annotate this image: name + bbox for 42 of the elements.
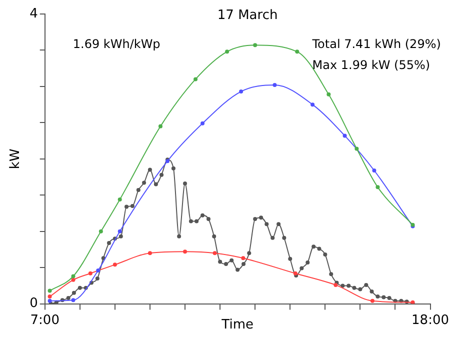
point xyxy=(372,168,376,172)
x-tick-label: 18:00 xyxy=(412,312,449,328)
point xyxy=(253,43,258,48)
point xyxy=(212,251,217,256)
annotation: 1.69 kWh/kWp xyxy=(72,37,160,52)
point xyxy=(376,185,380,190)
point xyxy=(295,50,300,54)
point xyxy=(88,271,92,276)
point xyxy=(48,298,52,303)
x-tick-label: 7:00 xyxy=(30,312,60,328)
point xyxy=(71,298,76,302)
point xyxy=(194,77,198,82)
point xyxy=(48,288,52,293)
point xyxy=(293,271,298,276)
point xyxy=(310,102,315,107)
point xyxy=(241,256,246,260)
point xyxy=(370,298,374,303)
point xyxy=(272,83,277,87)
point xyxy=(326,92,331,96)
point xyxy=(48,294,52,299)
point xyxy=(158,124,162,128)
point xyxy=(96,268,100,272)
point xyxy=(200,121,205,126)
point xyxy=(71,278,76,282)
x-axis-title: Time xyxy=(220,318,254,333)
point xyxy=(71,274,76,278)
point xyxy=(118,197,122,202)
point xyxy=(342,134,347,138)
point xyxy=(239,90,244,94)
chart-title: 17 March xyxy=(217,8,278,23)
annotation: Total 7.41 kWh (29%) xyxy=(311,37,441,52)
annotation: Max 1.99 kW (55%) xyxy=(312,58,430,72)
point xyxy=(183,250,188,254)
point xyxy=(112,262,117,267)
point xyxy=(354,146,359,151)
y-tick-label: 4 xyxy=(30,6,38,22)
y-axis-title: kW xyxy=(8,148,24,170)
point xyxy=(98,229,103,234)
point xyxy=(118,229,122,234)
point xyxy=(225,50,230,54)
point xyxy=(148,251,152,256)
y-tick-label: 0 xyxy=(30,296,38,312)
